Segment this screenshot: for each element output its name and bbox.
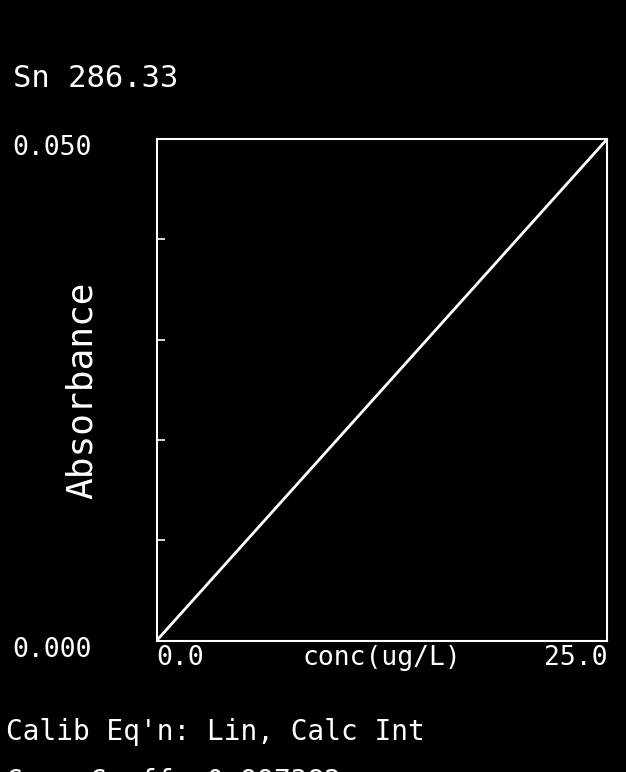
Text: conc(ug/L): conc(ug/L)	[302, 645, 461, 671]
Text: Sn 286.33: Sn 286.33	[13, 63, 178, 93]
Text: Calib Eq'n: Lin, Calc Int: Calib Eq'n: Lin, Calc Int	[6, 718, 425, 746]
Text: Corr Coeff: 0.997382: Corr Coeff: 0.997382	[6, 768, 341, 772]
Text: 0.000: 0.000	[13, 637, 92, 663]
Text: 0.0: 0.0	[156, 645, 204, 671]
Text: 25.0: 25.0	[544, 645, 607, 671]
Text: Absorbance: Absorbance	[64, 281, 98, 499]
Text: 0.050: 0.050	[13, 135, 92, 161]
